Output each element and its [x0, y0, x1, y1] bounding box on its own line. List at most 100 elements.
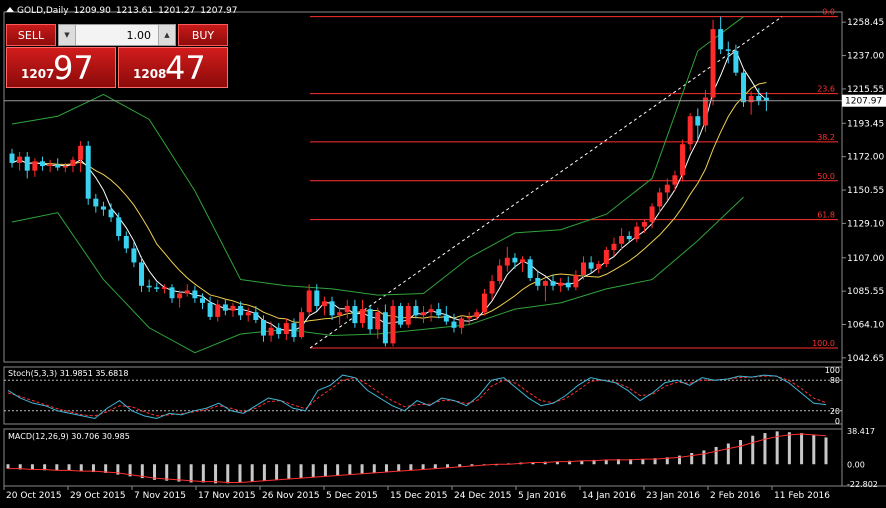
macd-histogram-bar	[616, 459, 620, 465]
collapse-triangle-icon[interactable]	[6, 7, 14, 12]
buy-price-box[interactable]: 1208 47	[118, 47, 228, 88]
price-tick-label: 1258.45	[847, 18, 884, 28]
macd-histogram-bar	[677, 455, 681, 465]
candle	[626, 231, 632, 243]
candle-body	[626, 236, 632, 240]
ohlc-open: 1209.90	[73, 6, 111, 16]
price-tick-label: 1085.55	[847, 287, 884, 297]
candle	[756, 88, 762, 106]
sell-price-box[interactable]: 1207 97	[6, 47, 116, 88]
macd-histogram-bar	[214, 464, 218, 484]
macd-histogram-bar	[665, 457, 669, 465]
candle-body	[451, 321, 457, 328]
macd-histogram-bar	[238, 464, 242, 483]
macd-histogram-bar	[531, 462, 535, 465]
macd-histogram-bar	[555, 461, 559, 465]
candle-body	[443, 315, 449, 322]
candle	[337, 307, 343, 325]
candle	[657, 187, 663, 213]
candle	[664, 178, 670, 201]
candle	[139, 256, 145, 292]
macd-histogram-bar	[79, 464, 83, 472]
macd-histogram-bar	[18, 464, 22, 470]
macd-axis-label: 0.00	[847, 460, 865, 469]
candle	[9, 148, 15, 168]
lot-size-field[interactable]: ▼ ▲	[58, 24, 176, 46]
candle	[131, 242, 137, 268]
candle	[672, 170, 678, 191]
candle	[695, 108, 701, 140]
candle	[367, 306, 373, 334]
chart-frame	[3, 11, 886, 487]
macd-histogram-bar	[323, 464, 327, 477]
candle-body	[70, 159, 76, 166]
candle	[253, 306, 259, 324]
macd-histogram-bar	[653, 458, 657, 465]
time-tick-label: 7 Nov 2015	[134, 491, 186, 501]
macd-histogram-bar	[384, 464, 388, 473]
lot-size-input[interactable]	[77, 26, 151, 44]
time-tick-label: 26 Nov 2015	[262, 491, 320, 501]
candle-body	[641, 222, 647, 227]
candle-body	[718, 29, 724, 50]
macd-histogram-bar	[140, 464, 144, 479]
sell-price-prefix: 1207	[21, 67, 55, 81]
candle	[62, 162, 68, 173]
macd-histogram-bar	[104, 464, 108, 473]
candle	[283, 318, 289, 341]
candle	[161, 284, 167, 294]
candle	[146, 279, 152, 292]
time-tick-label: 24 Dec 2015	[454, 491, 512, 501]
candle-body	[321, 301, 327, 306]
candle	[154, 282, 160, 292]
candle-body	[489, 281, 495, 294]
macd-title: MACD(12,26,9) 30.706 30.985	[8, 432, 130, 441]
candle	[702, 89, 708, 132]
candle	[405, 302, 411, 328]
price-tick-label: 1129.10	[847, 219, 884, 229]
candle-body	[85, 145, 91, 199]
macd-histogram-bar	[262, 464, 266, 481]
candle-body	[367, 309, 373, 330]
candle	[481, 288, 487, 316]
candle-body	[39, 161, 45, 166]
stoch-signal-line	[7, 375, 827, 417]
macd-histogram-bar	[800, 433, 804, 465]
candle	[687, 113, 693, 151]
macd-histogram-bar	[360, 464, 364, 474]
candle	[520, 256, 526, 272]
fib-level-label: 100.0	[812, 339, 835, 348]
candle	[413, 299, 419, 319]
candle-body	[527, 259, 533, 278]
macd-histogram-bar	[201, 464, 205, 483]
candle-body	[382, 312, 388, 344]
macd-histogram-bar	[641, 459, 645, 465]
macd-histogram-bar	[629, 459, 633, 465]
candle-body	[93, 198, 99, 207]
macd-histogram-bar	[275, 464, 279, 480]
candle-body	[588, 262, 594, 269]
candle-body	[207, 302, 213, 317]
time-axis: 20 Oct 2015 29 Oct 2015 7 Nov 2015 17 Nov 2…	[3, 486, 830, 501]
time-tick-label: 5 Dec 2015	[326, 491, 378, 501]
candle	[581, 256, 586, 280]
macd-histogram-bar	[397, 464, 401, 472]
candle	[192, 285, 198, 303]
fib-level-label: 0.0	[822, 8, 835, 17]
macd-histogram-bar	[433, 464, 437, 469]
lot-decrease-icon[interactable]: ▼	[59, 25, 76, 45]
candle	[710, 19, 716, 106]
stoch-level-label: 20	[830, 407, 840, 416]
candle-body	[520, 259, 526, 263]
macd-histogram-bar	[226, 464, 230, 484]
candle-body	[436, 309, 442, 316]
buy-button[interactable]: BUY	[178, 24, 228, 46]
candle-body	[474, 312, 480, 317]
lot-increase-icon[interactable]: ▲	[158, 25, 175, 45]
sell-button[interactable]: SELL	[6, 24, 56, 46]
candle-body	[17, 156, 23, 163]
time-tick-label: 14 Jan 2016	[582, 491, 636, 501]
candle	[634, 222, 640, 243]
ohlc-high: 1213.61	[115, 6, 154, 16]
